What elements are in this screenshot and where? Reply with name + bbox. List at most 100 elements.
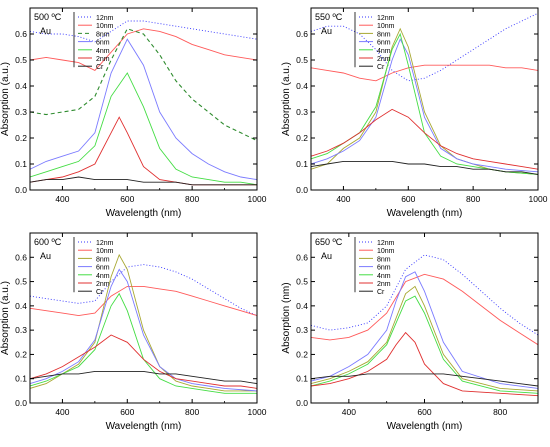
series-line-2nm [30,116,257,186]
y-axis-label: Absorption (a.u.) [0,62,11,136]
plot-area [30,20,257,186]
x-axis-label: Wavelength (nm) [106,421,182,432]
plot-area [311,12,538,175]
x-tick-label: 400 [55,194,69,204]
legend-label-8nm: 8nm [377,31,391,38]
y-tick-label: 0.4 [296,301,308,311]
series-line-cr [311,373,538,387]
legend-label-12nm: 12nm [96,240,114,247]
y-tick-label: 0.6 [296,252,308,262]
series-line-6nm [311,271,538,389]
y-tick-label: 0.1 [296,159,308,169]
y-tick-label: 0.2 [15,349,27,359]
y-tick-label: 0.6 [15,29,27,39]
series-line-8nm [311,27,538,175]
legend-label-8nm: 8nm [377,256,391,263]
series-line-8nm [30,253,257,392]
x-axis-label: Wavelength (nm) [106,208,182,219]
y-tick-label: 0.0 [15,398,27,408]
chart-panel-1: 400 600 800 1000 0.0 0.1 0.2 0.3 0.4 0.5 0.6 Wavele… [0,7,267,219]
x-tick-label: 400 [55,407,69,417]
y-tick-label: 0.1 [296,374,308,384]
legend-label-8nm: 8nm [96,31,110,38]
y-axis-label: Absorption (nm) [281,282,292,353]
series-line-8nm [30,28,257,142]
series-line-10nm [30,285,257,317]
series-line-6nm [30,268,257,392]
y-tick-label: 0.5 [15,277,27,287]
legend-label-6nm: 6nm [96,40,110,47]
plot-frame [29,232,258,404]
series-line-2nm [311,108,538,170]
y-tick-label: 0.1 [15,374,27,384]
y-tick-label: 0.3 [296,107,308,117]
legend-label-4nm: 4nm [377,273,391,280]
y-tick-label: 0.5 [296,55,308,65]
legend-group-label: Au [40,26,51,36]
y-tick-label: 0.4 [15,301,27,311]
series-line-6nm [30,38,257,181]
chart-panel-4: 400 600 800 0.0 0.1 0.2 0.3 0.4 0.5 0.6 Wavelength… [281,232,539,432]
temperature-label: 550 ºC [315,12,343,22]
legend-label-6nm: 6nm [377,265,391,272]
legend-label-cr: Cr [377,64,385,71]
legend-label-cr: Cr [96,289,104,296]
series-line-12nm [311,12,538,82]
x-tick-label: 600 [120,407,134,417]
x-tick-label: 1000 [248,407,267,417]
legend-label-2nm: 2nm [377,56,391,63]
plot-frame [310,7,539,191]
y-tick-label: 0.3 [15,325,27,335]
series-line-4nm [311,32,538,175]
y-tick-label: 0.5 [15,55,27,65]
x-tick-label: 600 [120,194,134,204]
legend-label-12nm: 12nm [377,240,395,247]
y-tick-label: 0.3 [296,325,308,335]
legend-label-2nm: 2nm [96,56,110,63]
chart-panel-3: 400 600 800 1000 0.0 0.1 0.2 0.3 0.4 0.5 0.6 Wavele… [0,232,267,432]
y-tick-label: 0.4 [296,81,308,91]
plot-frame [310,232,539,404]
legend-label-2nm: 2nm [377,281,391,288]
series-line-8nm [311,285,538,392]
x-axis-label: Wavelength (nm) [387,421,463,432]
y-tick-label: 0.6 [296,29,308,39]
series-line-10nm [311,64,538,82]
x-axis-label: Wavelength (nm) [387,208,463,219]
legend-label-10nm: 10nm [377,23,395,30]
series-line-12nm [30,20,257,43]
y-tick-label: 0.2 [15,133,27,143]
series-line-10nm [311,273,538,346]
temperature-label: 650 ºC [315,237,343,247]
legend-group-label: Au [40,251,51,261]
series-line-2nm [30,334,257,389]
x-tick-label: 600 [417,407,431,417]
legend-label-cr: Cr [96,64,104,71]
legend-group-label: Au [321,251,332,261]
x-tick-label: 800 [185,407,199,417]
plot-area [30,253,257,394]
series-line-4nm [30,292,257,394]
legend-label-4nm: 4nm [377,48,391,55]
x-tick-label: 400 [336,194,350,204]
y-tick-label: 0.0 [296,398,308,408]
legend-label-8nm: 8nm [96,256,110,263]
y-tick-label: 0.0 [296,185,308,195]
temperature-label: 500 ºC [34,12,62,22]
legend-label-4nm: 4nm [96,273,110,280]
y-tick-label: 0.3 [15,107,27,117]
temperature-label: 600 ºC [34,237,62,247]
y-tick-label: 0.2 [296,133,308,143]
x-tick-label: 1000 [529,194,548,204]
legend-label-10nm: 10nm [96,23,114,30]
x-tick-label: 800 [466,194,480,204]
legend-label-10nm: 10nm [377,248,395,255]
x-tick-label: 600 [401,194,415,204]
series-line-2nm [311,331,538,397]
legend-label-12nm: 12nm [377,15,395,22]
y-tick-label: 0.4 [15,81,27,91]
